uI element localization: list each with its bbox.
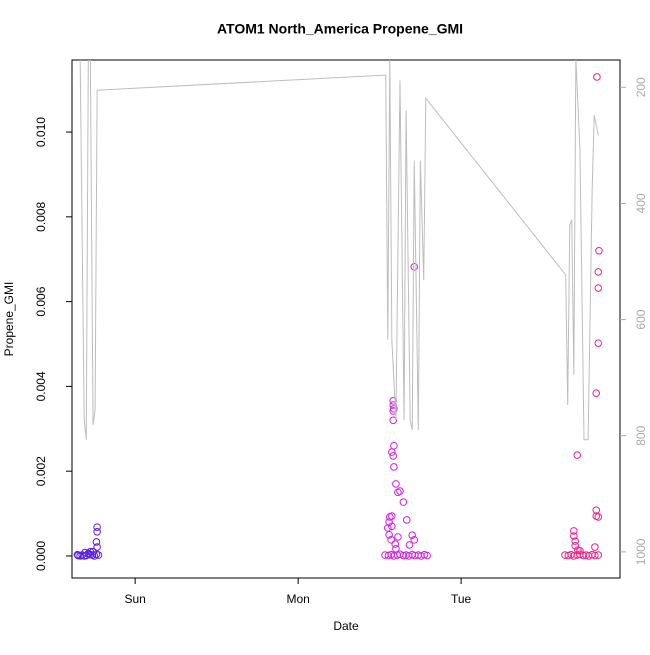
point [392, 480, 400, 488]
point [391, 540, 400, 548]
y2-tick-label: 800 [634, 425, 648, 445]
point [573, 451, 582, 459]
point [399, 551, 408, 560]
plot-area [73, 60, 603, 560]
point [576, 547, 584, 555]
point [394, 488, 402, 497]
point [570, 527, 578, 535]
point [402, 516, 411, 524]
point [399, 498, 408, 506]
point [593, 73, 601, 81]
y2-tick-label: 1000 [634, 538, 648, 565]
y-tick-label: 0.004 [34, 371, 48, 401]
y-axis-label: Propene_GMI [2, 282, 16, 357]
y2-tick-label: 600 [634, 309, 648, 329]
point [592, 389, 601, 397]
point [591, 551, 599, 560]
y-tick-label: 0.008 [34, 202, 48, 232]
point [571, 537, 579, 545]
point [92, 538, 101, 546]
point [405, 541, 414, 549]
point [408, 531, 417, 539]
y2-tick-label: 400 [634, 193, 648, 213]
point [389, 416, 397, 425]
point [93, 523, 101, 531]
x-tick-label: Mon [286, 592, 309, 606]
point [387, 536, 395, 544]
chart-title: ATOM1 North_America Propene_GMI [217, 21, 463, 37]
point [385, 530, 393, 539]
point [570, 532, 578, 540]
point [389, 452, 397, 460]
point [94, 551, 103, 559]
point [81, 548, 89, 557]
point [423, 551, 431, 560]
line [79, 60, 599, 441]
point [594, 268, 603, 276]
point [594, 339, 603, 347]
point [93, 527, 101, 536]
point [392, 544, 400, 553]
y-tick-label: 0.006 [34, 286, 48, 316]
point [93, 543, 101, 551]
point [385, 513, 394, 521]
point [390, 463, 398, 471]
y-tick-label: 0.002 [34, 456, 48, 486]
point [594, 551, 603, 559]
point [592, 506, 601, 514]
point [89, 547, 97, 556]
point [595, 246, 603, 255]
point [594, 284, 603, 292]
y-tick-label: 0.000 [34, 541, 48, 571]
point [84, 549, 93, 558]
point [394, 533, 402, 541]
plot-frame [71, 59, 621, 579]
point [86, 547, 95, 556]
point [388, 448, 396, 456]
point [591, 543, 599, 551]
point [383, 524, 392, 532]
point [388, 522, 396, 531]
x-tick-label: Tue [451, 592, 472, 606]
y-tick-label: 0.010 [34, 117, 48, 147]
x-tick-label: Sun [124, 592, 145, 606]
point [396, 487, 404, 495]
y2-tick-label: 200 [634, 77, 648, 97]
x-axis-label: Date [333, 619, 359, 633]
point [594, 513, 603, 521]
point [390, 441, 398, 450]
point [410, 536, 419, 544]
point [410, 263, 419, 271]
